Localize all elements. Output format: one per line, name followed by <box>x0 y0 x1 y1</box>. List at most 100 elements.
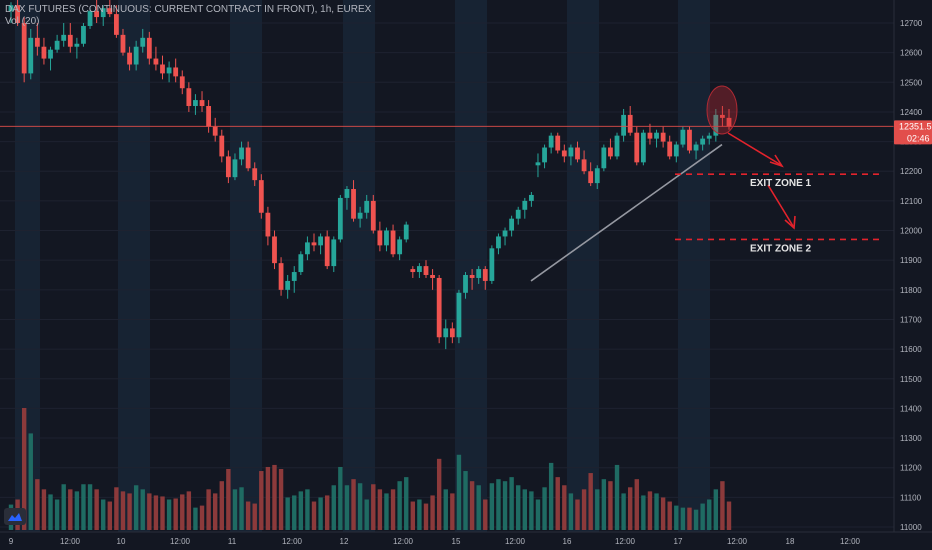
volume-bar <box>21 408 27 530</box>
candle <box>41 37 47 65</box>
volume-bar <box>469 481 475 530</box>
candle <box>54 34 60 53</box>
price-tick-label: 11500 <box>900 375 922 384</box>
time-tick-label: 12:00 <box>393 537 414 546</box>
candle <box>575 141 580 163</box>
price-axis-bg <box>894 0 932 550</box>
candle-body <box>476 269 482 278</box>
time-tick-label: 12:00 <box>505 537 526 546</box>
volume-bar <box>575 499 580 530</box>
volume-bar <box>654 493 659 530</box>
volume-bar <box>68 489 73 530</box>
candle-body <box>601 147 607 169</box>
candle-body <box>127 52 132 65</box>
candle <box>687 126 692 154</box>
price-tick-label: 12400 <box>900 108 923 117</box>
volume-bar <box>140 489 145 530</box>
volume-bar <box>166 499 172 530</box>
volume-bar <box>278 469 284 530</box>
price-tick-label: 12600 <box>900 49 923 58</box>
candle <box>430 269 435 290</box>
candle-body <box>344 189 350 198</box>
tradingview-logo-icon[interactable] <box>4 508 26 525</box>
volume-bar <box>509 477 514 530</box>
candle-body <box>489 248 495 281</box>
volume-bar <box>404 477 409 530</box>
candle-body <box>193 100 198 107</box>
volume-bar <box>265 466 271 530</box>
candle <box>291 266 297 293</box>
candle-body <box>555 135 561 151</box>
candle <box>245 141 251 172</box>
volume-bar <box>28 433 33 530</box>
candle <box>463 272 468 299</box>
volume-bar <box>516 485 521 530</box>
volume-bar <box>81 484 86 530</box>
volume-bar <box>647 491 653 530</box>
price-tick-label: 12500 <box>900 78 923 87</box>
candle-body <box>667 141 673 157</box>
volume-bar <box>483 499 488 530</box>
time-tick-label: 11 <box>228 537 237 546</box>
volume-bar <box>713 489 719 530</box>
candle <box>127 46 132 71</box>
volume-bar <box>101 499 106 530</box>
candle <box>601 144 607 172</box>
candle <box>502 227 508 246</box>
price-tick-label: 11200 <box>900 464 922 473</box>
candle <box>21 17 27 83</box>
candle-body <box>410 269 416 273</box>
candle <box>581 150 587 175</box>
volume-bar <box>522 489 527 530</box>
volume-bar <box>680 507 686 530</box>
candle-body <box>206 106 212 127</box>
highlight-circle <box>706 85 738 135</box>
candle-body <box>726 117 732 127</box>
candle-body <box>272 236 277 264</box>
candle <box>535 153 541 178</box>
volume-bar <box>199 505 205 530</box>
price-tick-label: 12000 <box>900 227 923 236</box>
candle <box>87 8 93 29</box>
candle-body <box>482 269 488 281</box>
candle-body <box>28 37 34 74</box>
volume-bar <box>641 495 646 530</box>
volume-bar <box>456 454 462 530</box>
candle <box>634 126 640 166</box>
volume-bar <box>390 489 396 530</box>
volume-bar <box>259 471 264 530</box>
candle-body <box>469 275 475 278</box>
volume-bar <box>384 493 389 530</box>
candle <box>403 221 409 243</box>
candle <box>120 28 126 56</box>
candle-body <box>278 263 284 290</box>
candle <box>225 150 231 184</box>
candle-body <box>219 135 225 157</box>
candle-body <box>94 11 100 18</box>
volume-bar <box>285 497 290 530</box>
candle <box>298 251 304 275</box>
volume-bar <box>324 495 330 530</box>
price-label-countdown: 02:46 <box>907 133 930 143</box>
volume-bar <box>588 473 593 530</box>
volume-bar <box>397 481 402 530</box>
volume-bar <box>331 485 336 530</box>
volume-bar <box>430 495 435 530</box>
candle <box>561 144 567 163</box>
volume-bar <box>153 495 159 530</box>
time-axis: 9 12:00 10 12:00 11 12:00 12 12:00 15 12:00 16 12:0… <box>0 531 932 546</box>
price-axis: 11000 11100 11200 11300 11400 11500 11600 11700… <box>893 0 932 550</box>
candle <box>397 236 403 261</box>
volume-bar <box>206 489 211 530</box>
exit-zone-2-label: EXIT ZONE 2 <box>750 243 812 254</box>
candle-body <box>357 212 363 219</box>
candle <box>107 0 113 18</box>
candle-body <box>496 236 501 249</box>
time-tick-label: 15 <box>452 537 461 546</box>
volume-bar <box>74 491 80 530</box>
volume-bar <box>608 481 613 530</box>
volume-bar <box>700 503 705 530</box>
volume-bar <box>219 481 224 530</box>
volume-bar <box>318 497 323 530</box>
